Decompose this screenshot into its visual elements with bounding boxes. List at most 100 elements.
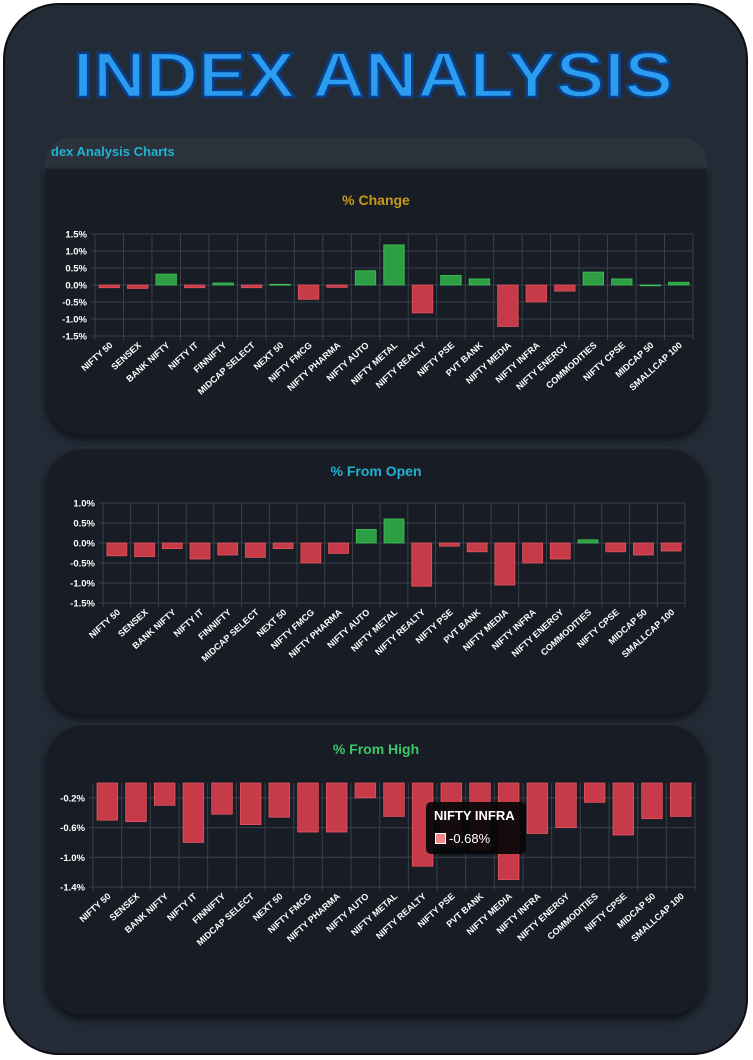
bar[interactable] <box>272 542 294 549</box>
bar[interactable] <box>269 283 291 286</box>
x-tick-label: NIFTY 50 <box>77 891 112 924</box>
y-tick-label: -0.5% <box>70 559 95 570</box>
bar[interactable] <box>668 281 690 286</box>
y-tick-label: -0.6% <box>60 823 85 834</box>
x-tick-label: COMMODITIES <box>544 340 599 391</box>
tooltip-title: NIFTY INFRA <box>434 808 515 823</box>
tooltip-swatch <box>435 833 446 844</box>
x-tick-label: SMALLCAP 100 <box>629 891 686 944</box>
bar[interactable] <box>605 542 627 553</box>
y-tick-label: 0.5% <box>65 264 87 275</box>
y-tick-label: 1.0% <box>65 247 87 258</box>
chart-card-from-high: % From High -0.2% -0.6% -1.0% -1.4% NIFTY 50… <box>45 723 707 1015</box>
bar[interactable] <box>525 284 548 303</box>
bar[interactable] <box>211 782 233 815</box>
section-header: dex Analysis Charts <box>45 137 707 167</box>
bar[interactable] <box>669 782 692 817</box>
y-tick-label: -1.0% <box>62 315 87 326</box>
bar[interactable] <box>612 782 635 836</box>
bar[interactable] <box>383 518 405 544</box>
x-tick-label: NIFTY 50 <box>87 607 122 640</box>
bar[interactable] <box>497 284 519 327</box>
bar[interactable] <box>549 542 571 560</box>
bar[interactable] <box>217 542 239 556</box>
bar[interactable] <box>125 782 147 823</box>
y-tick-label: -1.5% <box>70 599 95 610</box>
bar[interactable] <box>522 542 543 564</box>
chart-title-from-high: % From High <box>332 741 420 757</box>
y-tick-label: 0.5% <box>73 519 95 530</box>
bar[interactable] <box>468 278 491 286</box>
x-tick-label: COMMODITIES <box>545 891 600 942</box>
bar[interactable] <box>383 782 405 817</box>
bar[interactable] <box>611 278 633 286</box>
bar[interactable] <box>106 542 128 557</box>
chart-change: 1.5% 1.0% 0.5% 0.0% -0.5% -1.0% -1.5%NIFTY 50 S… <box>62 230 694 397</box>
bar[interactable] <box>328 542 349 554</box>
chart-tooltip: NIFTY INFRA -0.68% <box>426 802 526 854</box>
y-tick-label: -1.0% <box>70 579 95 590</box>
bar[interactable] <box>189 542 211 560</box>
x-tick-label: NIFTY REALTY <box>374 340 428 390</box>
chart-card-change: % Change 1.5% 1.0% 0.5% 0.0% -0.5% -1.0% -1.5%… <box>45 167 707 435</box>
chart-title-from-open: % From Open <box>330 463 422 479</box>
bar[interactable] <box>354 782 377 799</box>
y-tick-label: 0.0% <box>65 281 87 292</box>
y-tick-label: -0.2% <box>60 793 85 804</box>
bar[interactable] <box>641 782 663 820</box>
y-tick-label: -1.5% <box>62 332 87 343</box>
bar[interactable] <box>355 529 377 544</box>
bar[interactable] <box>439 542 460 547</box>
x-tick-label: NIFTY 50 <box>79 340 114 373</box>
chart-title-change: % Change <box>342 192 410 208</box>
bar[interactable] <box>411 542 433 587</box>
bar[interactable] <box>326 284 348 288</box>
bar[interactable] <box>134 542 155 557</box>
bar[interactable] <box>184 284 206 289</box>
y-tick-label: -1.0% <box>60 853 85 864</box>
bar[interactable] <box>127 284 149 289</box>
x-tick-label: NIFTY ENERGY <box>515 891 571 943</box>
bar[interactable] <box>325 782 348 833</box>
bar[interactable] <box>268 782 291 818</box>
y-tick-label: 1.0% <box>73 499 95 510</box>
bar[interactable] <box>555 782 577 828</box>
bar[interactable] <box>96 782 119 821</box>
bar[interactable] <box>297 284 320 300</box>
bar[interactable] <box>245 542 266 558</box>
bar[interactable] <box>300 542 322 564</box>
bar[interactable] <box>526 782 549 834</box>
bar[interactable] <box>153 782 176 806</box>
bar[interactable] <box>583 782 606 803</box>
tooltip-value: -0.68% <box>449 831 491 846</box>
y-tick-label: 1.5% <box>65 230 87 241</box>
bar[interactable] <box>155 273 177 286</box>
bar[interactable] <box>494 542 516 586</box>
chart-card-from-open: % From Open 1.0% 0.5% 0.0% -0.5% -1.0% -1.5% N… <box>45 447 707 715</box>
bar[interactable] <box>297 782 319 833</box>
bar[interactable] <box>639 284 661 287</box>
bar[interactable] <box>212 282 234 286</box>
bar[interactable] <box>577 539 599 544</box>
bar[interactable] <box>98 284 120 289</box>
bar[interactable] <box>161 542 183 549</box>
bar[interactable] <box>411 284 434 314</box>
y-tick-label: -1.4% <box>60 883 85 894</box>
x-tick-label: SMALLCAP 100 <box>627 340 684 393</box>
bar[interactable] <box>440 275 462 286</box>
x-tick-label: NIFTY REALTY <box>374 891 428 941</box>
bar[interactable] <box>182 782 205 843</box>
bar[interactable] <box>354 270 377 286</box>
bar[interactable] <box>466 542 488 553</box>
y-tick-label: 0.0% <box>73 539 95 550</box>
bar[interactable] <box>582 271 604 286</box>
bar[interactable] <box>554 284 576 292</box>
bar[interactable] <box>633 542 654 556</box>
bar[interactable] <box>383 244 405 286</box>
bar[interactable] <box>660 542 682 552</box>
chart-from-open: 1.0%0.5%0.0%-0.5%-1.0%-1.5%NIFTY 50SENSE… <box>70 499 686 664</box>
bar[interactable] <box>239 782 262 825</box>
bar[interactable] <box>240 284 263 289</box>
section-header-label: dex Analysis Charts <box>51 144 175 159</box>
